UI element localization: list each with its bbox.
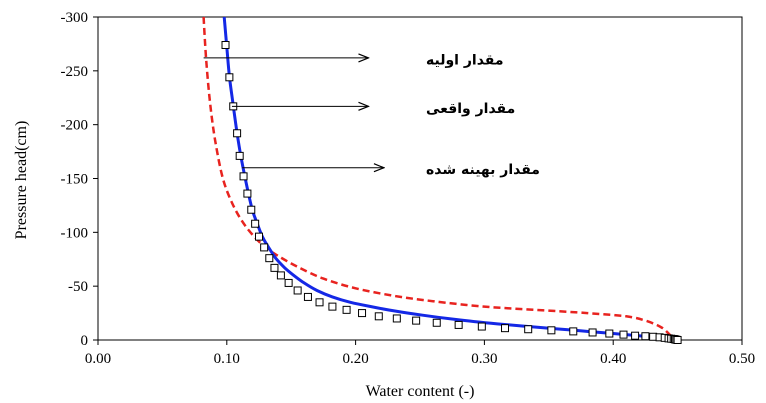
square-marker-point [328,302,337,311]
square-marker-point [255,232,263,241]
square-marker-point [284,278,293,287]
y-axis-label: Pressure head(cm) [13,121,30,240]
square-marker-point [221,40,230,49]
square-marker-point [547,326,556,335]
y-tick-label: -150 [61,172,89,188]
annotation-layer: مقدار اولیه مقدار واقعی مقدار بهینه شده [203,52,540,178]
square-marker-point [342,305,351,314]
square-marker-point [247,205,256,214]
square-marker-point [276,271,285,280]
dashed-red-series-line [202,16,677,342]
square-marker-point [501,324,510,333]
square-marker-point [374,312,383,321]
x-tick-label: 0.20 [342,351,368,367]
x-tick-label: 0.00 [85,351,111,367]
annotation-label: مقدار بهینه شده [426,162,540,178]
y-tick-label: -100 [61,225,89,241]
square-marker-point [239,172,248,181]
y-tick-label: -250 [61,64,89,80]
square-marker-point [524,325,533,334]
square-marker-point [251,219,260,228]
x-tick-label: 0.50 [729,351,755,367]
square-marker-point [673,336,682,344]
annotation-label: مقدار اولیه [426,52,504,68]
x-axis-label: Water content (-) [366,383,475,400]
square-marker-point [432,318,441,327]
x-axis-ticks: 0.00 0.10 0.20 0.30 0.40 0.50 [85,340,755,367]
x-tick-label: 0.40 [600,351,626,367]
square-marker-point [477,322,486,331]
square-marker-point [358,309,367,318]
square-marker-point [315,298,324,307]
square-marker-point [243,189,252,198]
square-marker-point [619,330,628,339]
square-marker-point [270,263,279,272]
y-tick-label: -300 [61,10,89,26]
square-marker-point [233,129,242,138]
y-axis-ticks: 0 -50 -100 -150 -200 -250 -300 [61,10,98,349]
x-tick-label: 0.30 [471,351,497,367]
square-marker-point [260,243,269,252]
square-marker-point [605,329,614,338]
square-marker-point [641,332,650,341]
y-tick-label: -200 [61,118,89,134]
square-marker-point [235,151,244,160]
square-marker-point [631,331,640,340]
y-tick-label: 0 [81,333,89,349]
series-layer [202,16,682,344]
square-marker-point [569,327,578,336]
annotation-label: مقدار واقعی [426,101,515,117]
square-marker-point [265,254,274,263]
x-tick-label: 0.10 [214,351,240,367]
square-marker-point [412,316,421,325]
square-marker-point [588,328,597,337]
square-marker-point [225,73,234,82]
square-marker-point [303,292,312,301]
square-marker-point [454,320,463,329]
square-marker-point [392,314,401,323]
y-tick-label: -50 [68,279,88,295]
square-marker-point [293,286,302,295]
